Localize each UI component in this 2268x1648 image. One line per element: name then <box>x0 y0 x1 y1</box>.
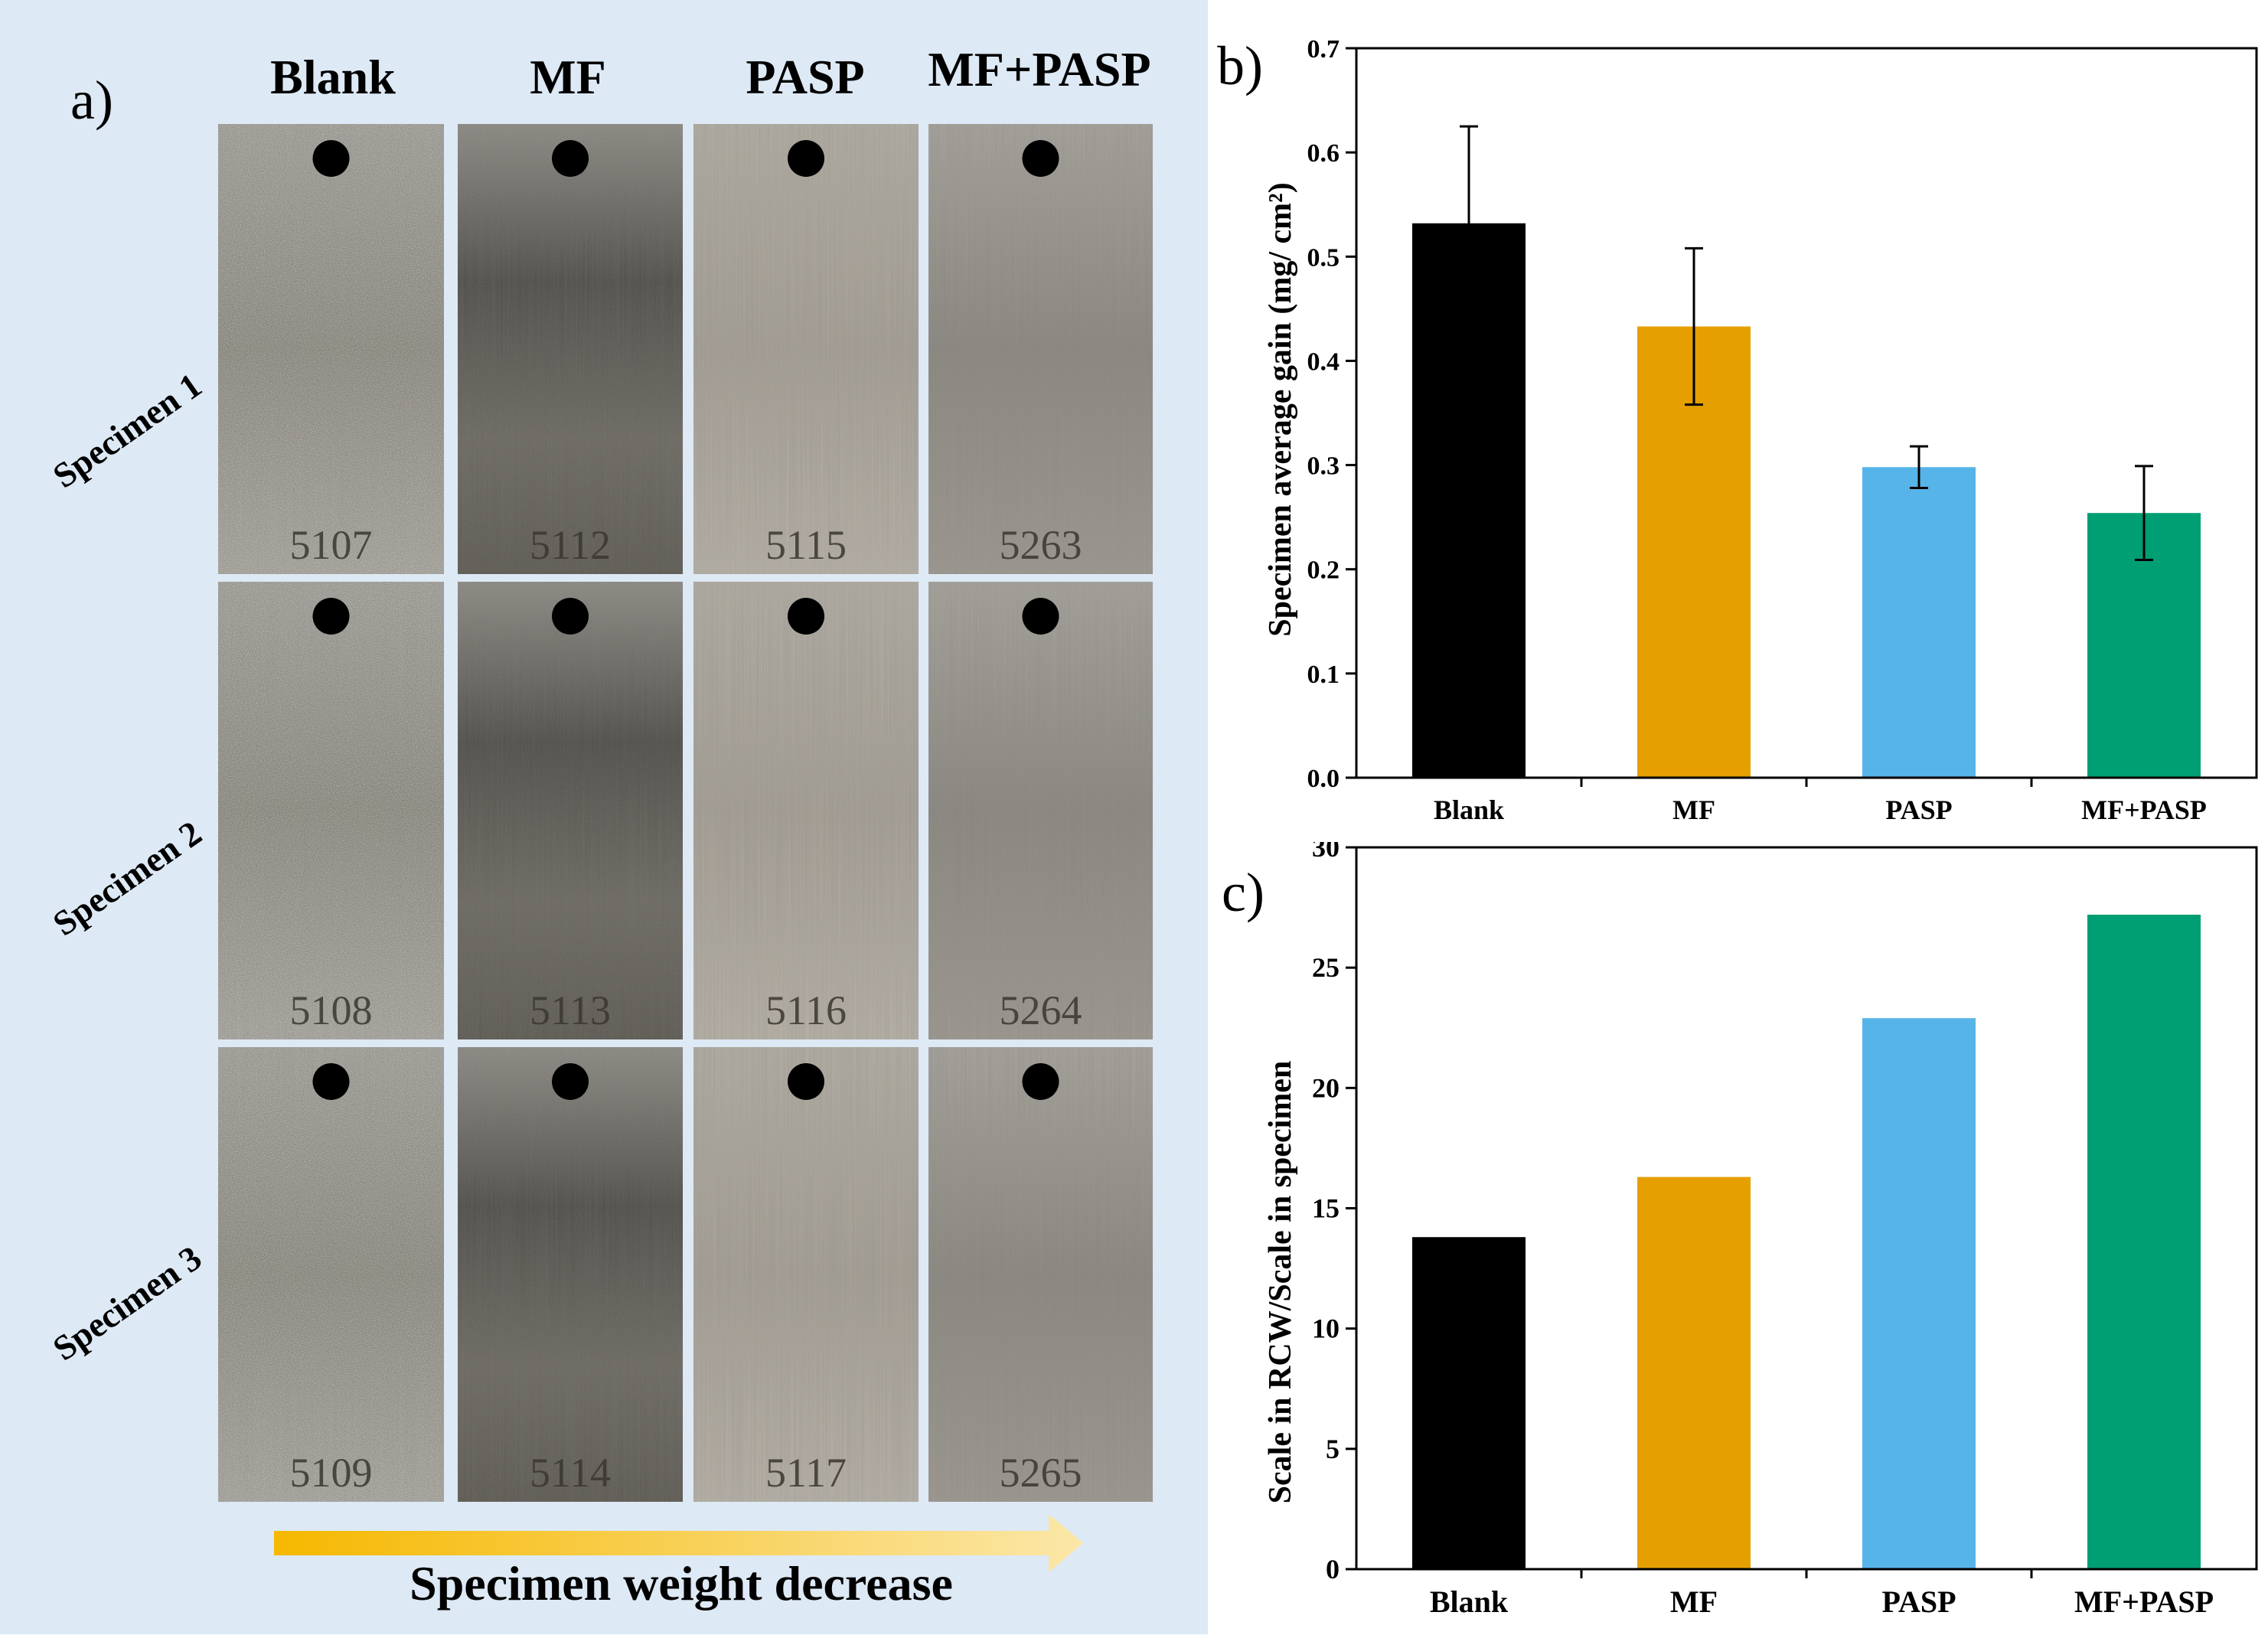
y-tick-label: 0.5 <box>1307 243 1340 272</box>
specimen-1-blank-scale-deposit <box>218 124 444 574</box>
y-tick-label: 0.7 <box>1307 35 1340 64</box>
column-header-mf: MF <box>530 50 606 104</box>
x-tick-label: MF+PASP <box>2081 795 2207 825</box>
weight-decrease-arrow <box>274 1514 1083 1572</box>
specimen-1-blank-hole <box>312 140 350 177</box>
specimen-1-mf-pasp-scale-deposit <box>928 124 1153 574</box>
y-tick-label: 0.3 <box>1307 452 1340 481</box>
specimen-1-mf-pasp-id: 5263 <box>1000 522 1082 568</box>
specimen-plates: 5107 5112 5115 5263 5108 5113 5116 5264 5109 5114… <box>218 124 1153 1502</box>
y-tick-label: 0 <box>1326 1554 1340 1584</box>
specimen-3-mf-pasp-hole <box>1022 1063 1059 1100</box>
specimen-2-mf-pasp-scale-deposit <box>928 582 1153 1039</box>
specimen-1-mf-id: 5112 <box>530 522 611 568</box>
specimen-1-mf-pasp-hole <box>1022 140 1059 177</box>
specimen-3-mf-pasp-scale-deposit <box>928 1047 1153 1502</box>
specimen-3-mf-id: 5114 <box>530 1450 611 1496</box>
specimen-2-blank-id: 5108 <box>290 987 373 1033</box>
bar-blank <box>1412 1237 1526 1569</box>
x-tick-label: Blank <box>1430 1584 1509 1619</box>
chart-c: c) Scale in RCW/Scale in specimen 0 5 10 15… <box>1222 842 2258 1619</box>
panel-b-label: b) <box>1217 35 1263 96</box>
x-tick-label: MF <box>1670 1584 1718 1619</box>
specimen-2-blank-scale-deposit <box>218 582 444 1039</box>
y-tick-label: 0.4 <box>1307 348 1340 376</box>
x-tick-label: MF <box>1672 795 1715 825</box>
y-tick-label: 20 <box>1312 1072 1340 1103</box>
specimen-2-pasp-scale-deposit <box>693 582 919 1039</box>
y-tick-label: 10 <box>1312 1314 1340 1344</box>
y-tick-label: 0.6 <box>1307 139 1340 168</box>
specimen-3-mf-scale-deposit <box>458 1047 683 1502</box>
panel-a-label: a) <box>70 70 113 131</box>
plot-frame <box>1355 47 2258 779</box>
y-tick-label: 30 <box>1312 842 1340 863</box>
specimen-3-mf-pasp-id: 5265 <box>1000 1450 1082 1496</box>
chart-b: b) Specimen average gain (mg/ cm²) 0.00.… <box>1217 35 2258 825</box>
specimen-2-mf-pasp-hole <box>1022 598 1059 635</box>
specimen-2-blank-hole <box>312 598 350 635</box>
chart-c-ylabel: Scale in RCW/Scale in specimen <box>1263 1061 1298 1504</box>
chart-c-plot: 0 5 10 15 20 25 30 Blank MF PASP MF+PASP <box>1312 842 2258 1619</box>
specimen-2-pasp-id: 5116 <box>765 987 847 1033</box>
specimen-2-mf-pasp-id: 5264 <box>1000 987 1082 1033</box>
specimen-1-pasp-hole <box>788 140 824 177</box>
row-label-specimen-3: Specimen 3 <box>46 1238 208 1368</box>
specimen-2-mf-hole <box>552 598 589 635</box>
x-tick-label: MF+PASP <box>2074 1584 2214 1619</box>
y-tick-label: 5 <box>1326 1434 1340 1464</box>
y-tick-label: 0.2 <box>1307 556 1340 585</box>
bar-mf-pasp <box>2087 915 2201 1569</box>
panel-a-photo-grid: a) Blank MF PASP MF+PASP Specimen 1 Spec… <box>0 0 1208 1634</box>
specimen-2-pasp-hole <box>788 598 824 635</box>
specimen-3-pasp-scale-deposit <box>693 1047 919 1502</box>
specimen-1-mf-scale-deposit <box>458 124 683 574</box>
plot-frame <box>1355 846 2258 1571</box>
specimen-1-pasp-id: 5115 <box>765 522 847 568</box>
row-label-specimen-1: Specimen 1 <box>46 365 208 495</box>
specimen-3-blank-scale-deposit <box>218 1047 444 1502</box>
bar-mf <box>1637 1176 1751 1569</box>
y-tick-label: 25 <box>1312 952 1340 983</box>
specimen-3-pasp-id: 5117 <box>765 1450 847 1496</box>
arrow-caption: Specimen weight decrease <box>410 1556 953 1610</box>
row-label-specimen-2: Specimen 2 <box>46 813 208 943</box>
column-header-mf-pasp: MF+PASP <box>928 42 1150 96</box>
specimen-1-mf-hole <box>552 140 589 177</box>
specimen-2-mf-scale-deposit <box>458 582 683 1039</box>
y-tick-label: 15 <box>1312 1193 1340 1224</box>
column-header-pasp: PASP <box>746 50 864 104</box>
chart-b-ylabel: Specimen average gain (mg/ cm²) <box>1263 182 1298 636</box>
specimen-1-blank-id: 5107 <box>290 522 373 568</box>
bar-pasp <box>1862 1018 1976 1569</box>
column-header-blank: Blank <box>270 50 396 104</box>
specimen-2-mf-id: 5113 <box>530 987 611 1033</box>
y-tick-label: 0.1 <box>1307 661 1340 689</box>
specimen-3-blank-hole <box>312 1063 350 1100</box>
panel-c-label: c) <box>1222 862 1265 923</box>
chart-b-plot: 0.0 0.1 0.2 0.3 0.4 0.5 0.6 0.7 Blank MF PASP MF+PA… <box>1307 35 2258 825</box>
specimen-3-pasp-hole <box>788 1063 824 1100</box>
specimen-1-pasp-scale-deposit <box>693 124 919 574</box>
x-tick-label: PASP <box>1885 795 1952 825</box>
y-tick-label: 0.0 <box>1307 765 1340 793</box>
x-tick-label: PASP <box>1881 1584 1956 1619</box>
specimen-photo-figure: a) Blank MF PASP MF+PASP Specimen 1 Spec… <box>46 42 1153 1610</box>
specimen-3-blank-id: 5109 <box>290 1450 373 1496</box>
x-tick-label: Blank <box>1434 795 1504 825</box>
bar-pasp <box>1862 467 1976 778</box>
specimen-3-mf-hole <box>552 1063 589 1100</box>
